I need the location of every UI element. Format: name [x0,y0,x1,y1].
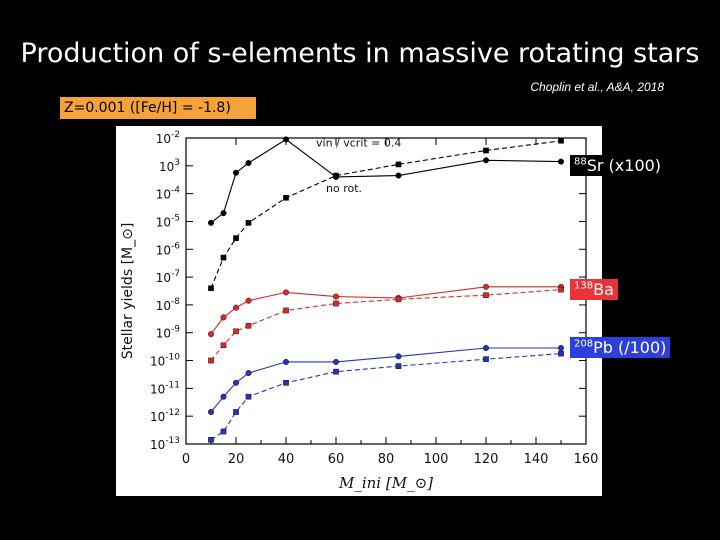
no-rotation-annotation: no rot. [326,182,362,195]
ba-solid-point [483,283,490,290]
pb-solid-point [395,353,402,360]
y-tick-label: 10-5 [156,213,180,229]
sr-solid-point [220,210,227,217]
y-tick-label: 10-7 [156,269,180,285]
sr-solid-point [232,169,239,176]
citation: Choplin et al., A&A, 2018 [530,80,664,94]
y-tick-label: 10-10 [150,353,180,369]
pb-solid-point [220,393,227,400]
plot-panel: 0 20 40 60 80 100 120 140 160 10-2 103 10-4 10-5 10-6… [116,126,602,496]
x-tick-label: 60 [328,452,345,467]
sr-dashed-point [283,195,289,201]
y-tick-label: 10-9 [156,325,181,341]
sr-dashed-point [220,254,227,261]
sr-solid-point [558,158,565,165]
ba-solid-point [220,314,227,321]
x-tick-label: 140 [524,452,549,467]
ba-dashed-point [233,328,239,335]
y-tick-label: 10-4 [156,186,181,202]
ba-dashed-point [245,322,252,329]
sr-series-label: 88Sr (x100) [570,155,666,176]
sr-dashed-point [333,172,339,179]
pb-solid-point [483,345,490,352]
x-tick-label: 160 [574,452,599,467]
pb-solid-point [332,358,339,365]
pb-dashed-point [233,409,239,415]
sr-dashed-point [245,220,252,226]
stellar-yields-chart: 0 20 40 60 80 100 120 140 160 10-2 103 10-4 10-5 10-6… [120,130,599,492]
x-tick-label: 0 [182,452,190,467]
ba-dashed-point [558,286,564,293]
ba-dashed-point [333,300,339,307]
pb-dashed-point [220,428,227,435]
sr-dashed-point [233,235,239,241]
sr-dashed-point [483,147,489,154]
ba-dashed-point [208,357,214,364]
metallicity-label: Z=0.001 ([Fe/H] = -1.8) [60,97,256,119]
pb-dashed-point [283,379,289,386]
rotation-annotation: vin / vcrit = 0.4 [316,136,401,149]
pb-solid-point [282,358,289,365]
pb-dashed-point [395,363,402,369]
pb-solid-point [245,370,252,377]
sr-dashed-point [558,137,564,144]
sr-solid-point [395,172,402,179]
sr-dashed-line [210,140,562,289]
sr-solid-point [207,219,214,226]
pb-solid-point [558,345,565,352]
ba-solid-point [207,331,214,338]
pb-dashed-point [483,356,489,362]
ba-dashed-point [220,342,227,349]
pb-dashed-line [210,353,562,441]
y-axis-label: Stellar yields [M_⊙] [120,223,136,360]
pb-dashed-point [558,350,564,357]
pb-dashed-point [208,437,214,443]
ba-series-label: 138Ba [570,279,618,300]
pb-solid-point [207,409,214,416]
pb-dashed-point [245,393,252,400]
pb-series-label: 208Pb (/100) [570,337,671,358]
ba-solid-point [245,297,252,304]
x-tick-label: 20 [228,452,245,467]
ba-dashed-point [395,296,402,303]
x-tick-label: 40 [278,452,295,467]
ba-solid-point [282,289,289,296]
ba-dashed-line [210,289,562,361]
sr-dashed-point [208,285,214,292]
y-tick-label: 103 [159,158,180,174]
y-tick-label: 10-6 [156,241,181,257]
x-tick-label: 100 [424,452,449,467]
pb-dashed-point [333,368,339,375]
x-tick-label: 80 [378,452,395,467]
y-tick-label: 10-8 [156,297,181,313]
sr-solid-point [282,136,289,143]
sr-dashed-point [395,161,402,168]
y-tick-label: 10-11 [150,380,180,396]
ba-dashed-point [483,292,489,298]
sr-solid-point [483,157,490,164]
pb-solid-point [232,379,239,386]
y-tick-label: 10-12 [150,408,180,424]
x-axis-label: M_ini [M_⊙] [338,474,433,492]
x-tick-label: 120 [474,452,499,467]
ba-dashed-point [283,307,289,314]
slide-title: Production of s-elements in massive rota… [20,38,700,69]
y-tick-label: 10-13 [150,436,180,452]
sr-solid-point [245,160,252,167]
y-tick-label: 10-2 [156,130,180,146]
sr-solid-line [210,138,562,224]
ba-solid-point [332,293,339,300]
ba-solid-point [232,304,239,311]
